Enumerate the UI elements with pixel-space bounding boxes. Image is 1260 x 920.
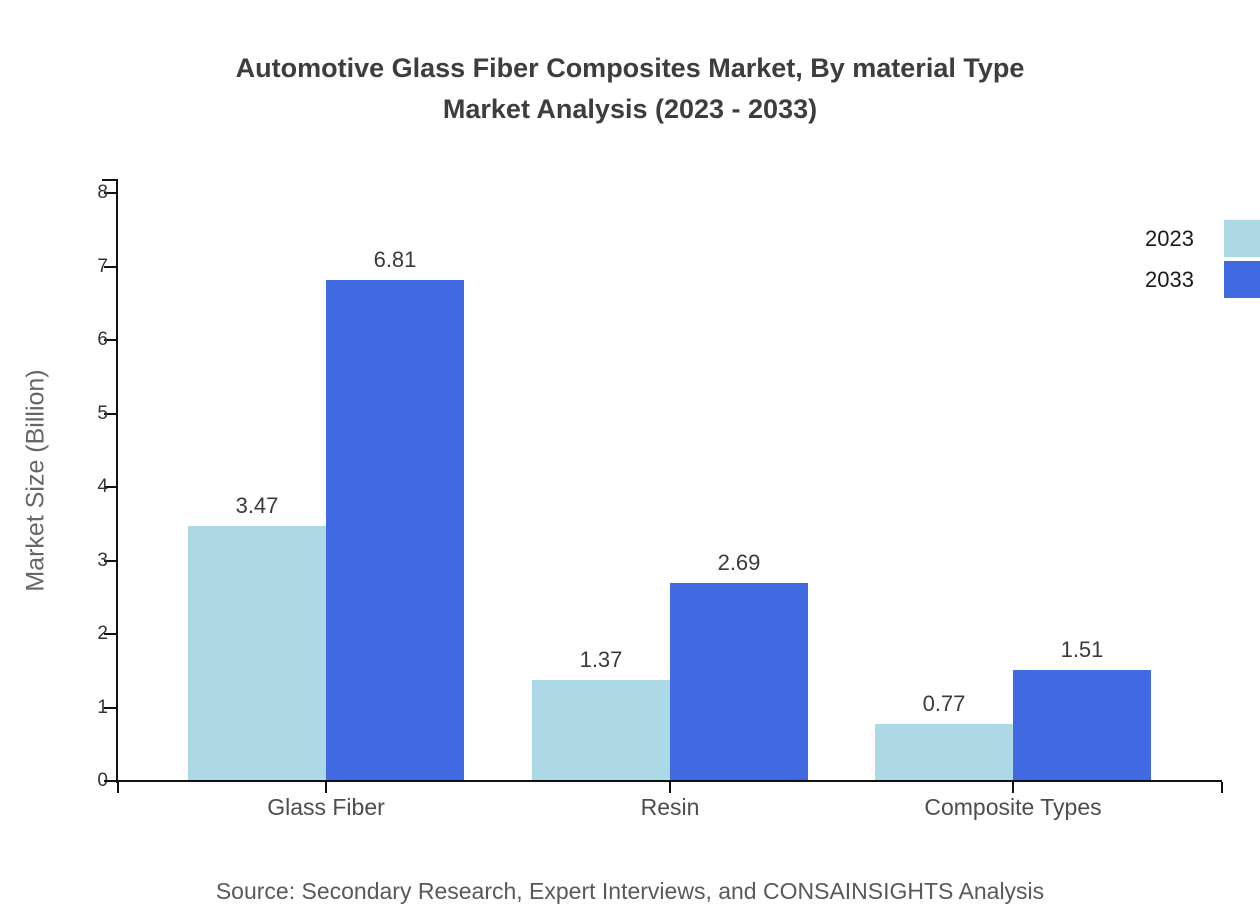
legend-label: 2023 (1145, 225, 1194, 251)
bar-2033-resin (670, 583, 808, 781)
bar-value-label: 1.37 (579, 647, 623, 673)
legend-label: 2033 (1145, 266, 1194, 292)
y-axis-tick (104, 706, 116, 709)
y-axis-tick-label: 0 (97, 770, 108, 791)
y-axis-tick (104, 412, 116, 415)
x-axis-tick (669, 782, 671, 793)
y-axis-tick-label: 3 (97, 549, 108, 571)
chart-title-line2: Market Analysis (2023 - 2033) (442, 94, 818, 124)
y-axis-tick-label: 8 (97, 182, 108, 203)
chart-title-line1: Automotive Glass Fiber Composites Market… (235, 53, 1025, 83)
x-axis-category-label: Glass Fiber (267, 794, 385, 820)
legend-item-2033: 2033 (1145, 261, 1260, 298)
bar-2033-glass-fiber (326, 280, 464, 781)
y-axis-tick (104, 633, 116, 635)
bar-value-label: 1.51 (1060, 637, 1104, 662)
bar-value-label: 6.81 (373, 247, 417, 273)
bar-2023-resin (532, 680, 670, 781)
bar-value-label: 2.69 (717, 550, 761, 576)
bar-2033-composite-types (1013, 670, 1151, 781)
x-axis-end-tick (1221, 782, 1223, 793)
x-axis-line (104, 780, 1222, 782)
legend-swatch-2023 (1224, 220, 1260, 257)
y-axis-tick (104, 192, 116, 194)
chart-title: Automotive Glass Fiber Composites Market… (0, 48, 1260, 130)
y-axis-tick-label: 1 (97, 696, 108, 718)
y-axis-tick-label: 7 (97, 255, 108, 277)
y-axis-tick-label: 2 (97, 623, 108, 644)
y-axis-label-wrap: Market Size (Billion) (8, 180, 64, 781)
y-axis-tick-label: 6 (97, 329, 108, 350)
bar-value-label: 0.77 (922, 691, 966, 717)
x-axis-end-tick (117, 782, 119, 793)
bar-2023-composite-types (875, 724, 1013, 781)
bar-2023-glass-fiber (188, 525, 326, 781)
y-axis-end-tick (102, 179, 118, 181)
y-axis-tick (104, 339, 116, 341)
legend-item-2023: 2023 (1145, 220, 1260, 257)
legend-swatch-2033 (1224, 261, 1260, 298)
y-axis-tick-label: 4 (97, 476, 108, 497)
source-text: Source: Secondary Research, Expert Inter… (215, 878, 1045, 904)
y-axis-tick (104, 486, 116, 488)
x-axis-category-label: Composite Types (924, 794, 1102, 820)
y-axis-line (116, 180, 118, 783)
bar-value-label: 3.47 (235, 492, 279, 518)
y-axis-tick-label: 5 (97, 402, 108, 424)
x-axis-tick (1012, 782, 1014, 793)
y-axis-label: Market Size (Billion) (21, 369, 50, 592)
x-axis-tick (325, 782, 327, 793)
x-axis-category-label: Resin (640, 794, 700, 820)
y-axis-tick (104, 559, 116, 562)
y-axis-tick (104, 265, 116, 268)
